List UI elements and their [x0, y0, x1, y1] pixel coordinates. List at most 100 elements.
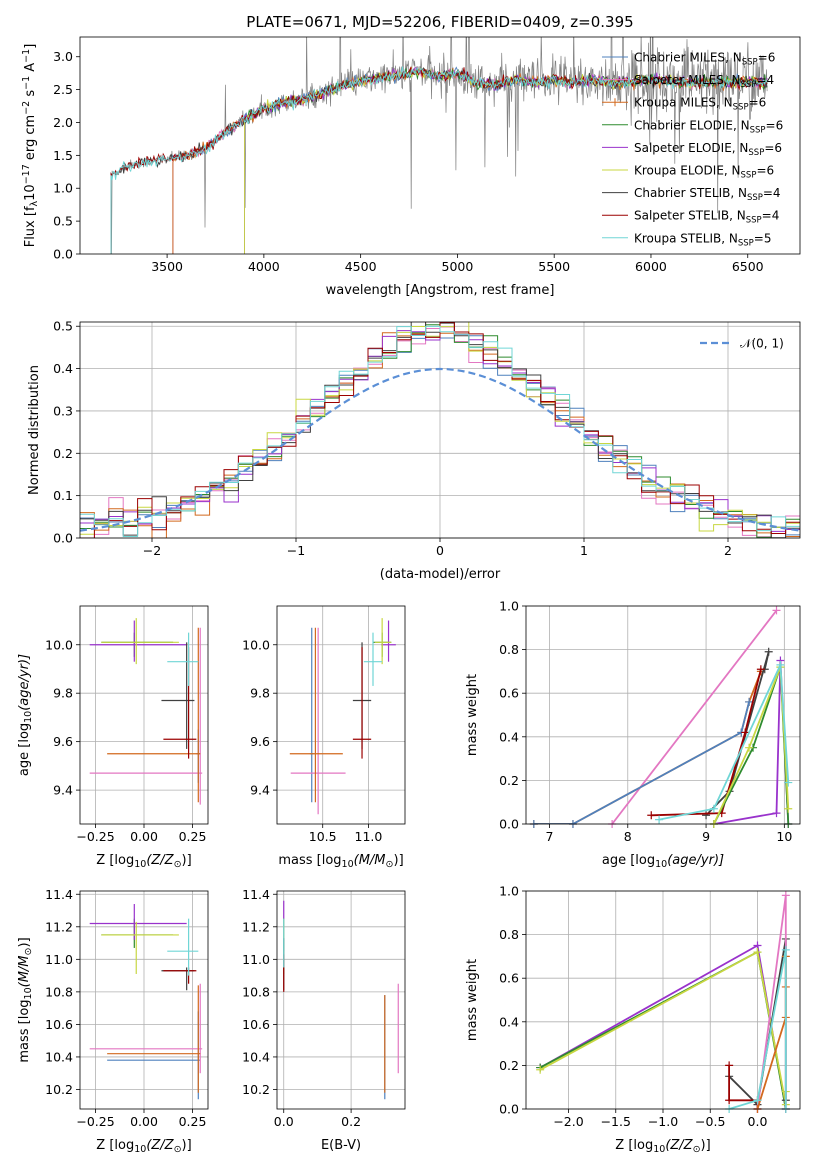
y-tick-label: 0.1: [53, 488, 73, 503]
normal-curve: [80, 367, 800, 532]
series-marker-chabrier_miles: [745, 697, 754, 706]
y-tick-label: 10.2: [45, 1082, 73, 1097]
y-tick-label: 10.4: [45, 1049, 73, 1064]
x-axis-label: (data-model)/error: [380, 567, 501, 582]
y-tick-label: 10.6: [242, 1017, 270, 1032]
legend-normal-label: 𝒩(0, 1): [740, 337, 784, 351]
series-marker-salpeter_stelib: [756, 665, 765, 674]
legend-label-chabrier_elodie: Chabrier ELODIE, NSSP=6: [634, 118, 783, 135]
y-tick-label: 10.2: [242, 1082, 270, 1097]
series-marker-chabrier_stelib: [764, 647, 773, 656]
series-marker-chabrier_stelib: [702, 811, 711, 820]
y-tick-label: 1.0: [53, 181, 73, 196]
y-tick-label: 2.5: [53, 82, 73, 97]
y-tick-label: 9.8: [53, 686, 73, 701]
legend-label-kroupa_elodie: Kroupa ELODIE, NSSP=6: [634, 164, 774, 181]
y-tick-label: 11.0: [45, 952, 73, 967]
x-tick-label: −2: [143, 543, 161, 558]
legend-label-kroupa_stelib: Kroupa STELIB, NSSP=5: [634, 231, 772, 248]
y-tick-label: 11.2: [45, 919, 73, 934]
y-tick-label: 0.5: [53, 214, 73, 229]
y-tick-label: 11.0: [242, 952, 270, 967]
x-tick-label: −2.0: [553, 1114, 583, 1129]
x-tick-label: −1.0: [648, 1114, 678, 1129]
series-marker-kroupa_stelib: [776, 660, 785, 669]
x-tick-label: −1.5: [601, 1114, 631, 1129]
y-tick-label: 0.4: [53, 361, 73, 376]
legend-label-salpeter_miles: Salpeter MILES, NSSP=4: [634, 73, 774, 90]
series-line-kroupa_elodie: [713, 666, 790, 824]
y-tick-label: 10.4: [242, 1049, 270, 1064]
axes-frame: [525, 605, 801, 825]
spectrum-panel: 3500 4000 4500 5000 5500 6000 6500 0.0 0.5 1.0 1.5…: [21, 36, 801, 298]
y-tick-label: 0.0: [53, 531, 73, 546]
y-axis-label: Flux [fλ10−17 erg cm−2 s−1 A−1]: [21, 44, 40, 248]
y-tick-label: 0.4: [499, 729, 519, 744]
y-axis-label: mass [log10(M/M⊙)]: [17, 937, 34, 1062]
y-tick-label: 0.8: [499, 642, 519, 657]
axes-frame: [276, 605, 406, 825]
axes-frame: [79, 321, 801, 539]
mass-vs-metallicity-panel: −0.25 0.00 0.25 10.2 10.4 10.6 10.8 11.0 11.2 11.…: [17, 887, 209, 1155]
y-tick-label: 1.5: [53, 148, 73, 163]
series-marker-kroupa_elodie: [745, 743, 754, 752]
x-tick-label: 3500: [151, 259, 183, 274]
y-tick-label: 0.8: [499, 927, 519, 942]
x-tick-label: 8: [624, 829, 632, 844]
x-axis-label: mass [log10(M/M⊙)]: [278, 853, 403, 870]
series-marker-salpeter_stelib: [647, 811, 656, 820]
x-tick-label: 6000: [635, 259, 667, 274]
figure-title: PLATE=0671, MJD=52206, FIBERID=0409, z=0…: [246, 13, 633, 31]
x-tick-label: −0.5: [695, 1114, 725, 1129]
y-tick-label: 0.2: [53, 446, 73, 461]
residual-hist-kroupa_stelib: [80, 325, 800, 537]
series-marker-salpeter_miles: [772, 606, 781, 615]
mass-weight-vs-metallicity-panel: −2.0 −1.5 −1.0 −0.5 0.0 0.0 0.2 0.4 0.6 0.8 1.0 Z […: [465, 884, 801, 1155]
y-tick-label: 10.6: [45, 1017, 73, 1032]
x-tick-label: 0.00: [130, 829, 158, 844]
x-tick-label: 4000: [248, 259, 280, 274]
series-marker-kroupa_elodie: [536, 1065, 545, 1074]
x-axis-label: E(B-V): [321, 1138, 361, 1153]
y-tick-label: 0.6: [499, 686, 519, 701]
y-tick-label: 11.4: [242, 887, 270, 902]
y-tick-label: 11.2: [242, 919, 270, 934]
y-axis-label: Normed distribution: [27, 365, 42, 495]
x-tick-label: 5500: [538, 259, 570, 274]
series-line-chabrier_stelib: [705, 651, 770, 816]
y-tick-label: 0.2: [499, 773, 519, 788]
age-vs-metallicity-panel: −0.25 0.00 0.25 9.4 9.6 9.8 10.0 Z [log10(Z/Z⊙)…: [17, 605, 209, 870]
y-tick-label: 9.4: [250, 783, 270, 798]
residuals-panel: −2 −1 0 1 2 0.0 0.1 0.2 0.3 0.4 0.5 𝒩(0, 1) (data-mo…: [27, 319, 801, 582]
y-tick-label: 9.6: [53, 734, 73, 749]
x-tick-label: 10: [776, 829, 792, 844]
x-tick-label: −0.25: [76, 1114, 114, 1129]
x-axis-label: age [log10(age/yr)]: [602, 853, 724, 870]
series-line-salpeter_miles: [611, 609, 778, 824]
series-line-kroupa_stelib: [728, 949, 787, 1109]
series-marker-salpeter_stelib: [725, 1096, 734, 1105]
axes-frame: [79, 890, 209, 1110]
series-marker-kroupa_stelib: [781, 945, 790, 954]
x-tick-label: 0.0: [748, 1114, 768, 1129]
series-marker-kroupa_elodie: [753, 948, 762, 957]
series-marker-kroupa_stelib: [709, 804, 718, 813]
y-tick-label: 0.3: [53, 403, 73, 418]
x-tick-label: 11.0: [355, 829, 383, 844]
y-tick-label: 1.0: [499, 884, 519, 899]
x-tick-label: 6500: [732, 259, 764, 274]
x-tick-label: 0.25: [179, 1114, 207, 1129]
x-tick-label: 5000: [442, 259, 474, 274]
model-spectrum-salpeter_stelib: [110, 66, 768, 254]
x-tick-label: 9: [702, 829, 710, 844]
legend-label-chabrier_miles: Chabrier MILES, NSSP=6: [634, 51, 775, 68]
y-axis-label: mass weight: [465, 674, 480, 756]
y-tick-label: 3.0: [53, 49, 73, 64]
y-axis-label: mass weight: [465, 959, 480, 1041]
x-tick-label: 0: [436, 543, 444, 558]
series-marker-salpeter_stelib: [725, 1061, 734, 1070]
y-tick-label: 11.4: [45, 887, 73, 902]
mass-vs-ebv-panel: 0.0 0.2 10.2 10.4 10.6 10.8 11.0 11.2 11.4 E(B-V): [242, 887, 406, 1153]
x-tick-label: 0.2: [341, 1114, 361, 1129]
y-tick-label: 0.6: [499, 971, 519, 986]
